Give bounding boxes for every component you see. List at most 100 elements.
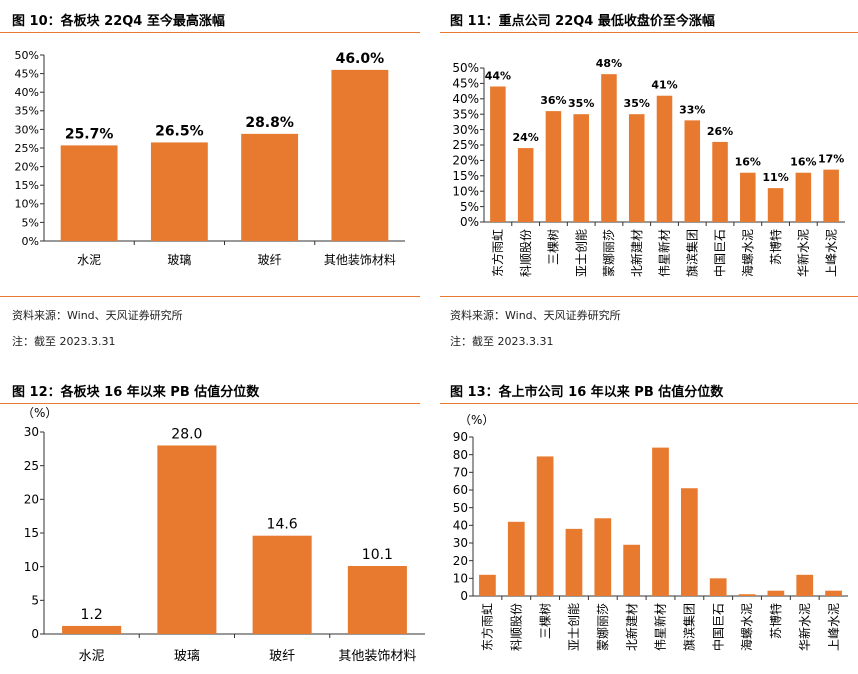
fig11-data-label: 44%	[485, 69, 511, 82]
fig11-data-label: 24%	[512, 131, 538, 144]
fig11-bar	[740, 173, 756, 222]
fig11-bar	[823, 170, 839, 222]
fig12-x-tick-label: 玻璃	[174, 649, 200, 664]
fig13-y-tick: 90	[453, 430, 468, 444]
fig13-bar	[825, 591, 842, 596]
fig13-x-tick-label: 东方雨虹	[480, 603, 495, 651]
fig12-bar	[157, 445, 216, 634]
fig11-x-tick-label: 中国巨石	[712, 229, 727, 277]
fig11-data-label: 41%	[651, 79, 677, 92]
fig12-bar	[62, 626, 121, 634]
fig13-x-tick-label: 伟星新材	[653, 603, 668, 651]
fig11-data-label: 35%	[624, 97, 650, 110]
fig11-y-tick: 10%	[452, 184, 479, 198]
fig12-x-tick-label: 玻纤	[269, 649, 295, 664]
fig11-x-tick-label: 华新水泥	[796, 229, 811, 277]
fig13-y-tick: 20	[453, 554, 468, 568]
fig11-bar	[629, 114, 645, 222]
fig11-x-tick-label: 蒙娜丽莎	[602, 229, 616, 277]
fig11-x-tick-label: 旗滨集团	[684, 229, 699, 277]
fig11-bar	[573, 114, 589, 222]
fig11-x-tick-label: 东方雨虹	[490, 229, 505, 277]
fig11-bar	[768, 188, 784, 222]
fig11-y-tick: 15%	[452, 169, 479, 183]
fig10-bar	[151, 142, 208, 241]
fig10-y-tick: 45%	[15, 67, 39, 80]
fig11-y-tick: 0%	[460, 215, 479, 229]
fig12-y-tick: 5	[31, 594, 39, 608]
fig12-bar	[348, 566, 407, 634]
fig11-x-tick-label: 三棵树	[546, 229, 561, 265]
fig13-y-tick: 30	[453, 536, 468, 550]
fig12-bar	[253, 536, 312, 634]
fig13-x-tick-label: 海螺水泥	[739, 603, 754, 651]
fig11-x-tick-label: 伟星新材	[657, 229, 672, 277]
fig10-y-tick: 50%	[15, 49, 39, 62]
fig10-y-tick: 10%	[15, 198, 39, 211]
fig10-y-tick: 20%	[15, 160, 39, 173]
fig10-bar	[331, 70, 388, 241]
fig10-y-tick: 35%	[15, 105, 39, 118]
fig10-x-tick-label: 玻璃	[167, 253, 191, 267]
fig13-bar	[796, 575, 813, 596]
fig12-x-tick-label: 水泥	[79, 649, 105, 664]
fig13-bar	[652, 448, 669, 596]
fig12-y-unit: （%）	[22, 406, 57, 420]
fig12-x-tick-label: 其他装饰材料	[338, 649, 416, 664]
fig13-bar	[566, 529, 583, 596]
fig11-x-tick-label: 海螺水泥	[740, 229, 755, 277]
fig11-y-tick: 40%	[452, 92, 479, 106]
fig12-y-tick: 25	[24, 459, 39, 473]
fig13-bar	[537, 456, 554, 596]
fig13-x-tick-label: 苏博特	[768, 603, 783, 639]
fig10-y-tick: 40%	[15, 86, 39, 99]
fig10-y-tick: 0%	[22, 235, 39, 248]
fig12-y-tick: 20	[24, 493, 39, 507]
fig10-y-tick: 25%	[15, 142, 39, 155]
fig11-data-label: 36%	[540, 94, 566, 107]
fig11-x-tick-label: 亚士创能	[574, 229, 588, 277]
fig11-bar	[684, 120, 700, 222]
fig12-data-label: 14.6	[267, 517, 298, 533]
fig10-data-label: 28.8%	[245, 115, 294, 131]
fig13-y-tick: 0	[460, 589, 468, 603]
fig11-bar	[601, 74, 617, 222]
fig13-x-tick-label: 科顺股份	[509, 603, 523, 651]
fig11-data-label: 16%	[735, 156, 761, 169]
fig12-y-tick: 0	[31, 627, 39, 641]
fig10-x-tick-label: 水泥	[77, 253, 101, 267]
fig13-y-tick: 50	[453, 501, 468, 515]
fig13-bar	[479, 575, 496, 596]
fig12-y-tick: 30	[24, 425, 39, 439]
fig13-bar	[768, 591, 785, 596]
fig11-bar	[518, 148, 534, 222]
fig10-data-label: 46.0%	[336, 51, 385, 67]
fig12-data-label: 1.2	[80, 607, 102, 623]
fig10-bar	[61, 145, 118, 241]
fig11-y-tick: 30%	[452, 123, 479, 137]
fig13-x-tick-label: 蒙娜丽莎	[596, 603, 610, 651]
fig12-data-label: 28.0	[171, 426, 202, 442]
fig11-y-tick: 25%	[452, 138, 479, 152]
fig11-x-tick-label: 上峰水泥	[824, 229, 838, 277]
fig11-data-label: 16%	[790, 156, 816, 169]
fig10-y-tick: 30%	[15, 123, 39, 136]
fig12-data-label: 10.1	[362, 547, 393, 563]
fig11-data-label: 26%	[707, 125, 733, 138]
fig13-y-tick: 70	[453, 466, 468, 480]
fig11-data-label: 33%	[679, 103, 705, 116]
fig13-bar	[623, 545, 640, 596]
fig11-x-tick-label: 科顺股份	[519, 229, 533, 277]
fig10-data-label: 25.7%	[65, 126, 114, 142]
fig11-y-tick: 45%	[452, 77, 479, 91]
fig13-bar	[681, 488, 698, 596]
fig11-bar	[796, 173, 812, 222]
fig13-x-tick-label: 三棵树	[537, 603, 552, 639]
fig13-y-tick: 60	[453, 483, 468, 497]
fig13-y-tick: 80	[453, 448, 468, 462]
fig13-x-tick-label: 上峰水泥	[827, 603, 841, 651]
fig10-data-label: 26.5%	[155, 123, 204, 139]
fig11-bar	[546, 111, 562, 222]
fig13-x-tick-label: 中国巨石	[710, 603, 725, 651]
fig11-data-label: 35%	[568, 97, 594, 110]
